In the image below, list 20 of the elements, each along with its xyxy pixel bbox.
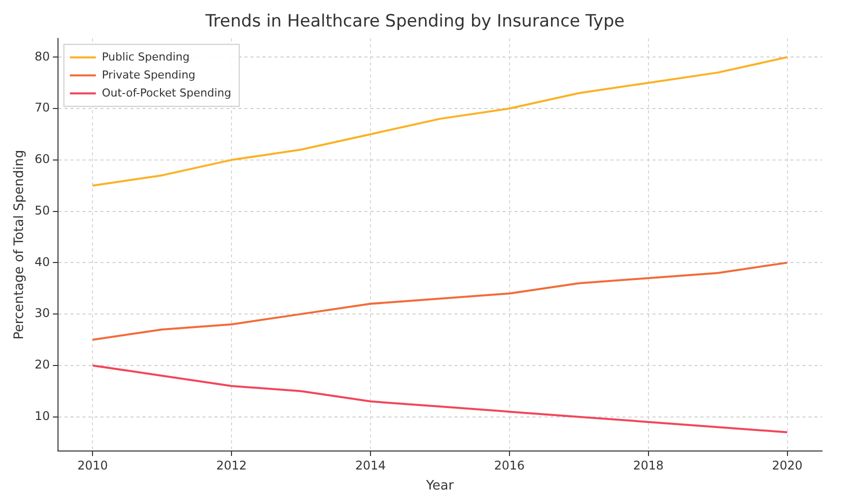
y-tick-label: 20 (34, 358, 50, 372)
x-tick-label: 2014 (355, 458, 386, 472)
x-tick-label: 2012 (216, 458, 247, 472)
y-tick-label: 70 (34, 100, 50, 115)
legend-label: Private Spending (102, 68, 196, 82)
legend-label: Public Spending (102, 50, 190, 64)
y-tick-label: 40 (34, 254, 50, 269)
x-tick-label: 2020 (772, 458, 803, 472)
chart-title: Trends in Healthcare Spending by Insurance Type (204, 12, 625, 32)
x-tick-label: 2010 (77, 458, 108, 472)
y-tick-label: 30 (34, 306, 50, 320)
x-axis-title: Year (425, 478, 454, 494)
y-tick-label: 10 (34, 408, 50, 423)
y-axis-title: Percentage of Total Spending (12, 150, 28, 340)
x-tick-label: 2018 (633, 458, 664, 472)
y-tick-label: 60 (34, 152, 50, 166)
y-tick-label: 50 (34, 203, 50, 218)
x-tick-label: 2016 (494, 458, 525, 472)
legend-label: Out-of-Pocket Spending (102, 86, 232, 100)
y-tick-label: 80 (34, 49, 50, 64)
